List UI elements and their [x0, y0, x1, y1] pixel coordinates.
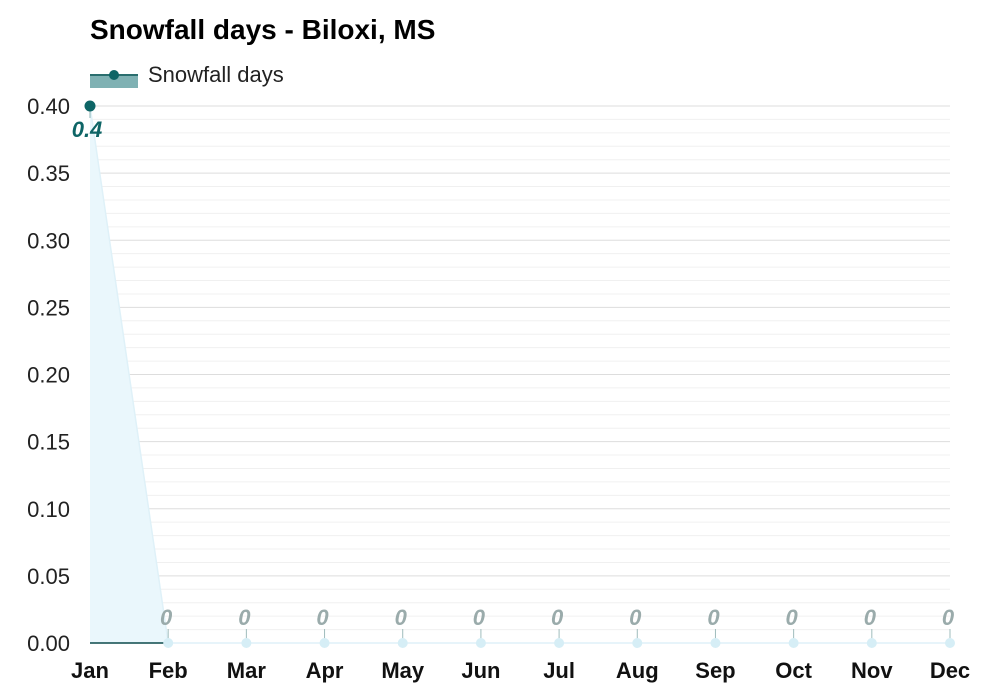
legend-swatch — [90, 62, 138, 88]
data-point — [319, 638, 330, 648]
x-tick-label: Nov — [851, 658, 893, 683]
y-tick-label: 0.20 — [27, 363, 70, 388]
y-tick-label: 0.40 — [27, 94, 70, 119]
data-label: 0 — [473, 605, 486, 630]
data-label: 0 — [864, 605, 877, 630]
x-tick-label: Mar — [227, 658, 267, 683]
legend-swatch-fill — [90, 76, 138, 88]
data-label: 0 — [786, 605, 799, 630]
data-point — [397, 638, 408, 648]
y-tick-label: 0.30 — [27, 228, 70, 253]
x-tick-label: Sep — [695, 658, 735, 683]
data-label: 0 — [942, 605, 955, 630]
data-label: 0 — [395, 605, 408, 630]
data-point — [788, 638, 799, 648]
legend[interactable]: Snowfall days — [90, 61, 284, 89]
x-tick-label: Jan — [71, 658, 109, 683]
y-tick-label: 0.15 — [27, 430, 70, 455]
y-tick-label: 0.35 — [27, 161, 70, 186]
legend-swatch-marker — [109, 70, 119, 80]
chart-title: Snowfall days - Biloxi, MS — [90, 14, 436, 45]
data-point — [475, 638, 486, 648]
data-label: 0 — [316, 605, 329, 630]
x-tick-label: May — [381, 658, 425, 683]
x-tick-label: Feb — [149, 658, 188, 683]
data-point — [710, 638, 721, 648]
y-tick-label: 0.00 — [27, 631, 70, 656]
series-line — [89, 105, 950, 644]
data-point — [945, 638, 955, 648]
y-tick-label: 0.05 — [27, 564, 70, 589]
x-tick-label: Oct — [775, 658, 812, 683]
x-tick-label: Aug — [616, 658, 659, 683]
y-tick-label: 0.25 — [27, 295, 70, 320]
y-tick-label: 0.10 — [27, 497, 70, 522]
data-label: 0 — [238, 605, 251, 630]
data-point — [84, 100, 96, 112]
x-tick-label: Jun — [461, 658, 500, 683]
data-point — [554, 638, 565, 648]
data-label: 0 — [707, 605, 720, 630]
data-label: 0 — [629, 605, 642, 630]
data-label: 0 — [160, 605, 173, 630]
data-label: 0.4 — [72, 117, 103, 142]
data-point — [866, 638, 877, 648]
data-label: 0 — [551, 605, 564, 630]
x-tick-label: Jul — [543, 658, 575, 683]
data-point — [241, 638, 252, 648]
x-tick-label: Dec — [930, 658, 970, 683]
legend-label: Snowfall days — [148, 62, 284, 87]
data-point — [632, 638, 643, 648]
x-tick-label: Apr — [306, 658, 344, 683]
data-point — [163, 638, 174, 648]
